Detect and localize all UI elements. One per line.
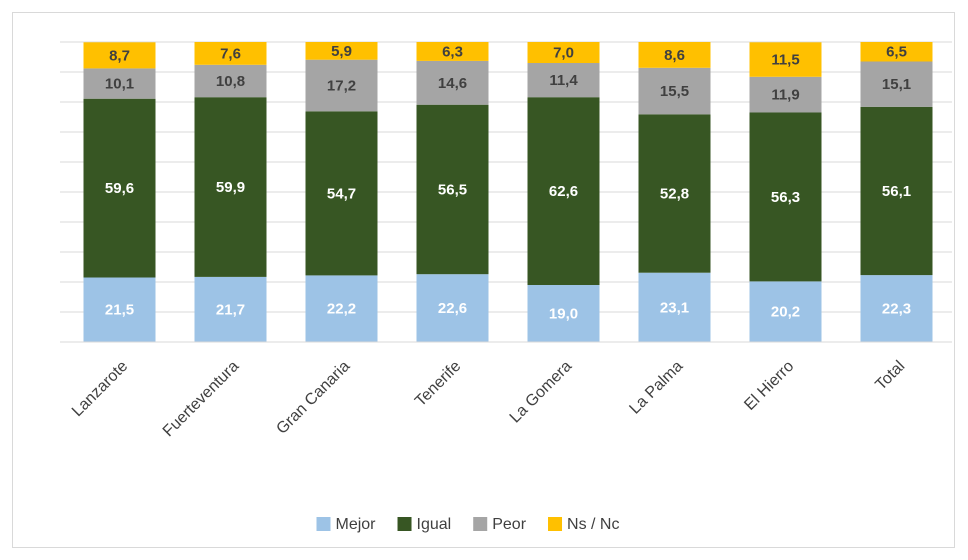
- x-tick-label: La Palma: [626, 358, 686, 418]
- bar-segment: [305, 275, 378, 342]
- bar-segment: [416, 274, 489, 342]
- bar-segment: [194, 276, 267, 342]
- bar-segment: [638, 114, 711, 273]
- bar-segment: [749, 42, 822, 77]
- data-label: 56,1: [882, 183, 911, 200]
- x-tick-label: Lanzarote: [69, 358, 131, 420]
- legend-label: Ns / Nc: [567, 516, 619, 533]
- data-label: 11,4: [549, 72, 578, 89]
- data-label: 56,3: [771, 189, 800, 206]
- data-label: 22,3: [882, 301, 911, 318]
- bar-segment: [416, 60, 489, 105]
- legend-swatch: [548, 517, 563, 531]
- bar-segment: [416, 42, 489, 61]
- legend-swatch: [316, 517, 331, 531]
- data-label: 11,5: [771, 52, 799, 69]
- bar-segment: [194, 42, 267, 65]
- x-tick-label: Tenerife: [412, 358, 464, 410]
- data-label: 7,6: [220, 45, 241, 62]
- bar-segment: [749, 112, 822, 282]
- chart-frame: [12, 12, 955, 548]
- bar-segment: [83, 98, 156, 278]
- bar-segment: [194, 97, 267, 277]
- legend-swatch: [473, 517, 488, 531]
- data-label: 21,7: [216, 301, 245, 318]
- x-tick-label: Total: [872, 358, 908, 394]
- data-label: 14,6: [438, 75, 467, 92]
- data-label: 22,6: [438, 300, 467, 317]
- legend-label: Igual: [417, 516, 452, 533]
- bar-segment: [860, 275, 933, 342]
- data-label: 54,7: [327, 185, 356, 202]
- data-label: 21,5: [105, 302, 134, 319]
- x-tick-label: Gran Canaria: [273, 358, 353, 438]
- x-tick-label: El Hierro: [741, 358, 797, 414]
- data-label: 6,5: [886, 44, 907, 61]
- bar-segment: [416, 104, 489, 275]
- bar-segment: [527, 63, 600, 98]
- bar-segment: [749, 281, 822, 342]
- bar-segment: [527, 42, 600, 63]
- bar-segment: [305, 42, 378, 60]
- data-label: 56,5: [438, 181, 467, 198]
- legend-swatch: [397, 517, 412, 531]
- data-label: 20,2: [771, 304, 800, 321]
- data-label: 5,9: [331, 43, 352, 60]
- bar-segment: [83, 277, 156, 342]
- x-tick-label: La Gomera: [507, 358, 576, 427]
- legend-label: Mejor: [336, 516, 377, 533]
- data-label: 11,9: [771, 87, 799, 104]
- x-tick-label: Fuerteventura: [160, 358, 243, 441]
- bar-segment: [638, 67, 711, 115]
- bar-segment: [638, 272, 711, 342]
- bar-segment: [638, 42, 711, 68]
- bar-segment: [749, 76, 822, 113]
- bar-segment: [860, 106, 933, 276]
- bar-segment: [305, 111, 378, 276]
- data-label: 22,2: [327, 301, 356, 318]
- data-label: 23,1: [660, 299, 689, 316]
- data-label: 7,0: [553, 44, 574, 61]
- bar-segment: [305, 59, 378, 112]
- data-label: 6,3: [442, 43, 463, 60]
- data-label: 15,1: [882, 76, 911, 93]
- data-label: 19,0: [549, 305, 578, 322]
- data-label: 15,5: [660, 83, 689, 100]
- data-label: 8,6: [664, 47, 685, 64]
- data-label: 59,9: [216, 179, 245, 196]
- data-label: 52,8: [660, 185, 689, 202]
- bar-segment: [860, 61, 933, 107]
- data-label: 59,6: [105, 180, 134, 197]
- data-label: 10,8: [216, 73, 245, 90]
- bar-segment: [83, 42, 156, 69]
- bar-segment: [527, 97, 600, 285]
- data-label: 8,7: [109, 47, 130, 64]
- data-label: 10,1: [105, 76, 134, 93]
- data-label: 62,6: [549, 183, 578, 200]
- bar-segment: [194, 64, 267, 98]
- legend-label: Peor: [492, 516, 526, 533]
- bar-segment: [527, 285, 600, 342]
- bar-segment: [83, 68, 156, 99]
- data-label: 17,2: [327, 77, 356, 94]
- bar-segment: [860, 42, 933, 62]
